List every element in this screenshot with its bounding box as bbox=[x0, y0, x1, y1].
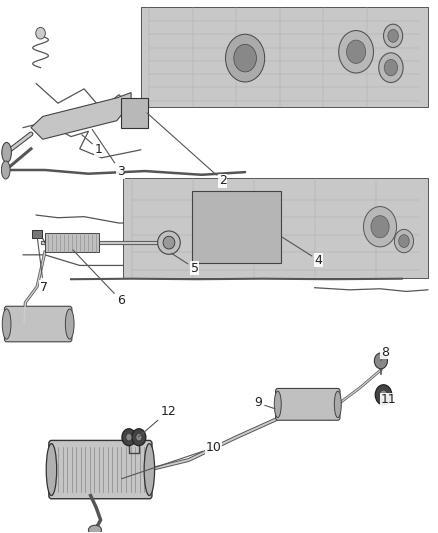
Ellipse shape bbox=[65, 309, 74, 339]
Ellipse shape bbox=[2, 142, 11, 163]
Text: 5: 5 bbox=[171, 253, 199, 275]
Circle shape bbox=[384, 24, 403, 47]
Circle shape bbox=[36, 27, 46, 39]
Circle shape bbox=[234, 44, 256, 72]
Circle shape bbox=[126, 433, 132, 441]
Circle shape bbox=[122, 429, 136, 446]
Ellipse shape bbox=[88, 525, 102, 533]
FancyBboxPatch shape bbox=[141, 7, 428, 108]
Text: 2: 2 bbox=[147, 113, 227, 187]
Circle shape bbox=[380, 390, 388, 400]
Text: 6: 6 bbox=[73, 250, 124, 306]
Ellipse shape bbox=[46, 443, 57, 496]
Circle shape bbox=[388, 29, 398, 42]
FancyBboxPatch shape bbox=[32, 230, 42, 238]
Circle shape bbox=[226, 34, 265, 82]
Ellipse shape bbox=[163, 236, 175, 249]
Circle shape bbox=[339, 30, 374, 73]
Circle shape bbox=[384, 60, 398, 76]
Ellipse shape bbox=[1, 161, 10, 179]
FancyBboxPatch shape bbox=[49, 440, 152, 499]
Text: 12: 12 bbox=[138, 405, 176, 437]
Circle shape bbox=[394, 229, 413, 253]
Circle shape bbox=[371, 216, 389, 238]
FancyBboxPatch shape bbox=[45, 233, 99, 252]
Circle shape bbox=[399, 235, 409, 247]
Circle shape bbox=[346, 40, 366, 63]
Polygon shape bbox=[31, 93, 131, 139]
Ellipse shape bbox=[158, 231, 180, 254]
Ellipse shape bbox=[334, 391, 341, 418]
Circle shape bbox=[379, 53, 403, 83]
Text: 1: 1 bbox=[82, 135, 103, 156]
FancyBboxPatch shape bbox=[4, 306, 72, 342]
FancyBboxPatch shape bbox=[276, 389, 340, 420]
Text: 3: 3 bbox=[92, 130, 124, 179]
Ellipse shape bbox=[2, 309, 11, 339]
Text: 9: 9 bbox=[254, 397, 275, 409]
Text: 8: 8 bbox=[381, 345, 389, 361]
Circle shape bbox=[132, 429, 146, 446]
FancyBboxPatch shape bbox=[191, 191, 281, 263]
Circle shape bbox=[374, 353, 388, 369]
FancyBboxPatch shape bbox=[123, 179, 428, 278]
Text: 11: 11 bbox=[381, 393, 397, 406]
Ellipse shape bbox=[144, 443, 155, 496]
Text: 4: 4 bbox=[282, 237, 323, 267]
Text: 7: 7 bbox=[37, 238, 48, 294]
Text: 10: 10 bbox=[121, 441, 222, 479]
Circle shape bbox=[136, 433, 142, 441]
Circle shape bbox=[364, 207, 396, 247]
Circle shape bbox=[375, 385, 392, 405]
FancyBboxPatch shape bbox=[121, 98, 148, 127]
Ellipse shape bbox=[274, 391, 281, 418]
